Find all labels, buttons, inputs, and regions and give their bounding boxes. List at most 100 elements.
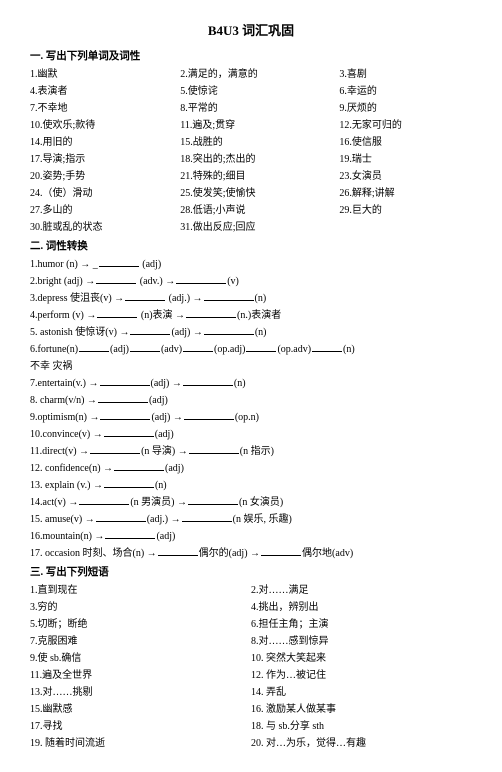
vocab-row: 14.用旧的15.战胜的16.使信服 — [30, 134, 472, 151]
blank — [96, 275, 136, 284]
txt: (adv) — [161, 344, 182, 355]
txt: (v) — [227, 276, 239, 287]
phrase-row: 15.幽默感16. 激励某人做某事 — [30, 701, 472, 718]
transform-line: 7.entertain(v.) →(adj) →(n) — [30, 375, 472, 392]
txt: 17. occasion 时刻、场合(n) → — [30, 548, 157, 559]
blank — [189, 445, 239, 454]
blank — [183, 343, 213, 352]
transform-line: 16.mountain(n) →(adj) — [30, 528, 472, 545]
phrase-row: 9.使 sb.确信10. 突然大笑起来 — [30, 650, 472, 667]
cell: 19.瑞士 — [339, 151, 472, 168]
cell: 18.突出的;杰出的 — [180, 151, 339, 168]
txt: (n 导演) → — [141, 446, 188, 457]
txt: 9.optimism(n) → — [30, 412, 99, 423]
cell: 24.（使）滑动 — [30, 185, 180, 202]
blank — [100, 411, 150, 420]
txt: (n 女演员) — [239, 497, 283, 508]
blank — [188, 496, 238, 505]
transform-line: 3.depress 使沮丧(v) → (adj.) → (n) — [30, 290, 472, 307]
cell: 10. 突然大笑起来 — [251, 650, 472, 667]
blank — [158, 547, 198, 556]
vocab-row: 1.幽默2.满足的，满意的3.喜剧 — [30, 66, 472, 83]
txt: 14.act(v) → — [30, 497, 78, 508]
vocab-row: 4.表演者5.使惊诧6.幸运的 — [30, 83, 472, 100]
txt: (n) — [255, 327, 267, 338]
blank — [204, 292, 254, 301]
transform-line: 9.optimism(n) →(adj) →(op.n) — [30, 409, 472, 426]
blank — [104, 479, 154, 488]
transform-line: 15. amuse(v) →(adj.) →(n 娱乐, 乐趣) — [30, 511, 472, 528]
cell: 17.寻找 — [30, 718, 251, 735]
cell: 27.多山的 — [30, 202, 180, 219]
transform-line: 6.fortune(n)(adj)(adv)(op.adj)(op.adv)(n… — [30, 341, 472, 358]
cell: 15.战胜的 — [180, 134, 339, 151]
blank — [184, 411, 234, 420]
txt: 5. astonish 使惊讶(v) → — [30, 327, 129, 338]
txt: (adj.) → — [147, 514, 181, 525]
transform-line: 2.bright (adj) → (adv.) →(v) — [30, 273, 472, 290]
transform-line: 5. astonish 使惊讶(v) →(adj) →(n) — [30, 324, 472, 341]
cell: 11.遍及;贯穿 — [180, 117, 339, 134]
cell: 21.特殊的;细目 — [180, 168, 339, 185]
transform-line: 14.act(v) → (n 男演员) → (n 女演员) — [30, 494, 472, 511]
txt: (op.adv) — [277, 344, 311, 355]
blank — [261, 547, 301, 556]
cell: 3.穷的 — [30, 599, 251, 616]
txt: (n) — [155, 480, 167, 491]
blank — [90, 445, 140, 454]
cell: 6.担任主角；主演 — [251, 616, 472, 633]
cell: 1.直到现在 — [30, 582, 251, 599]
txt: (adv.) → — [140, 276, 175, 287]
blank — [183, 377, 233, 386]
txt: 4.perform (v) → — [30, 310, 96, 321]
txt: (adj) — [156, 531, 175, 542]
vocab-row: 17.导演;指示18.突出的;杰出的19.瑞士 — [30, 151, 472, 168]
cell: 14.用旧的 — [30, 134, 180, 151]
txt: (op.adj) — [214, 344, 245, 355]
txt: (adj.) → — [169, 293, 203, 304]
txt: 1.humor (n) → — [30, 259, 90, 270]
section3-heading: 三. 写出下列短语 — [30, 564, 472, 582]
transform-line: 11.direct(v) →(n 导演) →(n 指示) — [30, 443, 472, 460]
blank — [130, 326, 170, 335]
cell: 4.表演者 — [30, 83, 180, 100]
txt: (n 男演员) → — [130, 497, 187, 508]
blank — [246, 343, 276, 352]
cell: 16. 激励某人做某事 — [251, 701, 472, 718]
txt: (n) — [255, 293, 267, 304]
vocab-row: 27.多山的28.低语;小声说29.巨大的 — [30, 202, 472, 219]
txt: (adj) — [110, 344, 129, 355]
txt: 7.entertain(v.) → — [30, 378, 99, 389]
transform-line: 12. confidence(n) →(adj) — [30, 460, 472, 477]
txt: (n)表演 → — [141, 310, 185, 321]
txt: (adj) — [149, 395, 168, 406]
blank — [186, 309, 236, 318]
blank — [97, 309, 137, 318]
txt: 3.depress 使沮丧(v) → — [30, 293, 124, 304]
cell: 8.对……感到惊异 — [251, 633, 472, 650]
transform-line: 1.humor (n) → _ (adj) — [30, 256, 472, 273]
cell: 1.幽默 — [30, 66, 180, 83]
txt: 6.fortune(n) — [30, 344, 78, 355]
phrase-row: 19. 随着时间流逝20. 对…为乐，觉得…有趣 — [30, 735, 472, 752]
cell: 6.幸运的 — [339, 83, 472, 100]
txt: 13. explain (v.) → — [30, 480, 103, 491]
transform-line: 8. charm(v/n) →(adj) — [30, 392, 472, 409]
txt: 偶尔的(adj) → — [199, 548, 260, 559]
transform-line: 13. explain (v.) → (n) — [30, 477, 472, 494]
cell: 11.遍及全世界 — [30, 667, 251, 684]
cell: 8.平常的 — [180, 100, 339, 117]
blank — [114, 462, 164, 471]
cell: 19. 随着时间流逝 — [30, 735, 251, 752]
blank — [99, 258, 139, 267]
txt: 10.convince(v) → — [30, 429, 103, 440]
vocab-row: 24.（使）滑动25.使发笑;使愉快26.解释;讲解 — [30, 185, 472, 202]
cell: 7.不幸地 — [30, 100, 180, 117]
page-title: B4U3 词汇巩固 — [30, 20, 472, 42]
cell: 14. 弄乱 — [251, 684, 472, 701]
section2-body: 1.humor (n) → _ (adj) 2.bright (adj) → (… — [30, 256, 472, 562]
transform-line: 10.convince(v) →(adj) — [30, 426, 472, 443]
vocab-row: 10.使欢乐;款待11.遍及;贯穿12.无家可归的 — [30, 117, 472, 134]
blank — [105, 530, 155, 539]
cell: 4.挑出，辨别出 — [251, 599, 472, 616]
